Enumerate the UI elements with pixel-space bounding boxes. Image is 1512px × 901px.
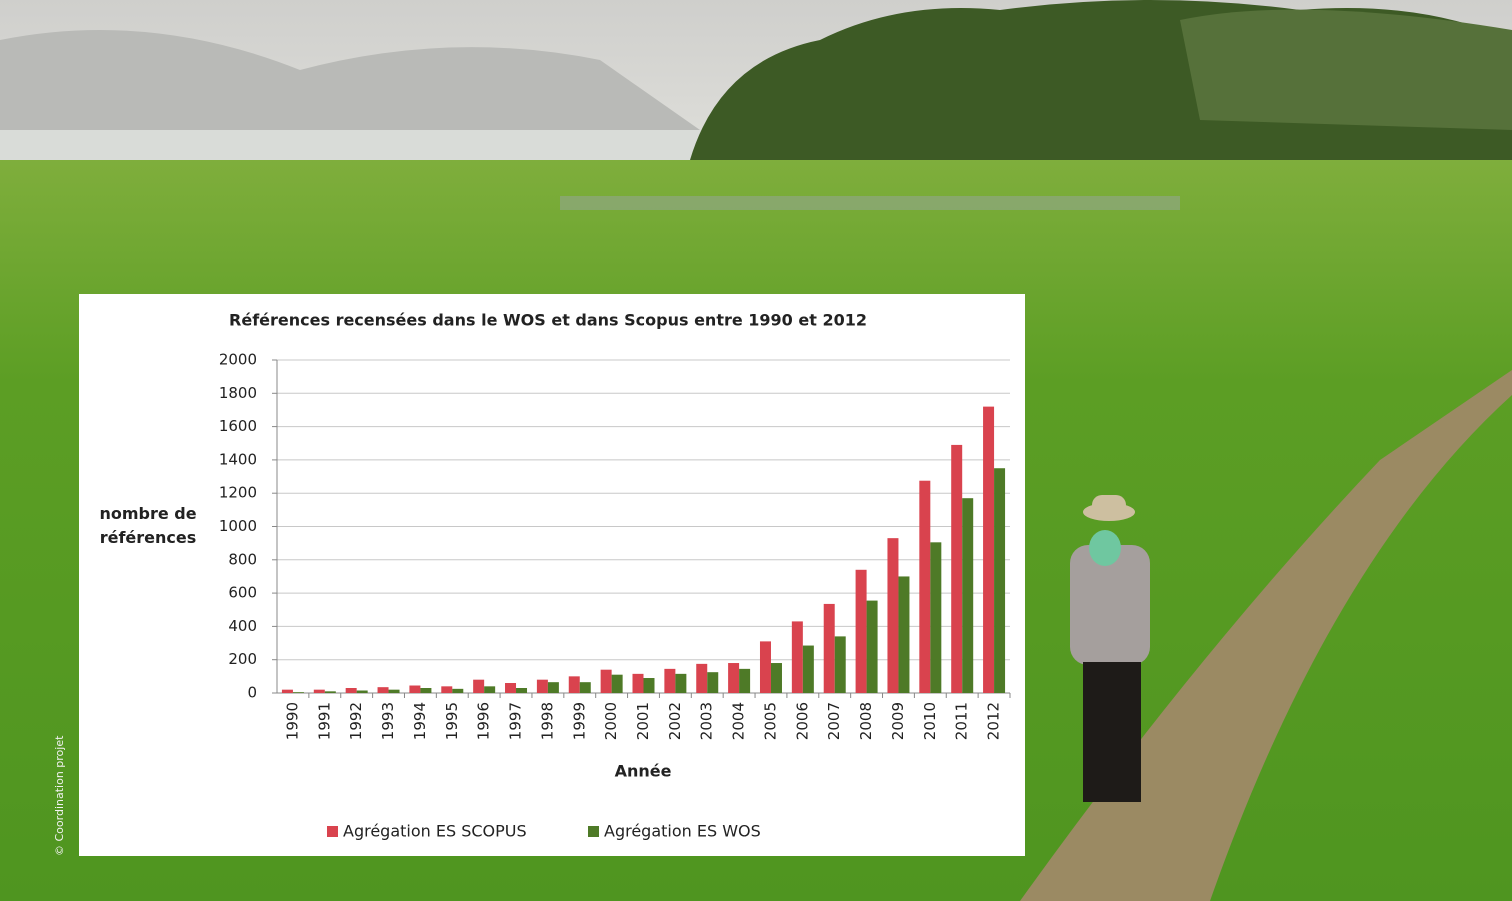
- bar: [452, 688, 464, 693]
- legend-swatch: [588, 826, 599, 837]
- bar: [696, 663, 708, 693]
- bar: [643, 678, 655, 693]
- y-axis-label: nombre de références: [99, 504, 197, 547]
- bar: [611, 674, 623, 693]
- x-tick-label: 2008: [857, 702, 875, 740]
- bar: [356, 690, 368, 693]
- y-tick-label: 0: [247, 684, 257, 702]
- x-tick-label: 2010: [921, 702, 939, 740]
- bar: [600, 669, 612, 693]
- bar: [887, 538, 899, 693]
- bar: [664, 668, 676, 693]
- bar: [484, 686, 496, 693]
- bar: [802, 645, 814, 693]
- chart-title: Références recensées dans le WOS et dans…: [229, 311, 867, 330]
- bar: [441, 686, 453, 693]
- bar: [388, 689, 400, 693]
- x-tick-label: 1999: [570, 702, 588, 740]
- bar: [420, 688, 432, 693]
- x-tick-label: 2000: [602, 702, 620, 740]
- x-tick-label: 2001: [634, 702, 652, 740]
- bar: [675, 673, 687, 693]
- y-tick-label: 800: [228, 550, 257, 568]
- x-tick-label: 1993: [379, 702, 397, 740]
- legend-swatch: [327, 826, 338, 837]
- x-tick-label: 2004: [730, 702, 748, 740]
- bar: [791, 621, 803, 693]
- y-tick-label: 2000: [219, 351, 257, 369]
- bar: [739, 668, 751, 693]
- walking-person: [1070, 495, 1150, 802]
- bar: [823, 603, 835, 693]
- y-tick-label: 600: [228, 584, 257, 602]
- chart: Références recensées dans le WOS et dans…: [219, 311, 1011, 841]
- bar: [919, 480, 931, 693]
- bar: [994, 468, 1006, 693]
- bar: [962, 498, 974, 693]
- bar: [536, 679, 548, 693]
- bar: [377, 687, 389, 693]
- x-tick-label: 2003: [698, 702, 716, 740]
- x-tick-label: 2012: [985, 702, 1003, 740]
- bar: [898, 576, 910, 693]
- x-tick-label: 2006: [793, 702, 811, 740]
- bar: [951, 444, 963, 693]
- bar: [292, 692, 304, 693]
- x-tick-label: 2011: [953, 702, 971, 740]
- chart-panel: [79, 294, 1025, 856]
- photo-credit: © Coordination projet: [53, 735, 66, 856]
- y-tick-label: 1600: [219, 417, 257, 435]
- x-tick-label: 2002: [666, 702, 684, 740]
- bar: [930, 542, 942, 693]
- bar: [728, 663, 740, 693]
- bar: [834, 636, 846, 693]
- x-tick-label: 1990: [283, 702, 301, 740]
- x-tick-label: 2007: [825, 702, 843, 740]
- bar: [505, 683, 517, 693]
- bar: [759, 641, 771, 693]
- bar: [855, 569, 867, 693]
- bar: [707, 672, 719, 693]
- y-tick-label: 400: [228, 617, 257, 635]
- bar: [324, 691, 336, 693]
- x-tick-label: 2005: [761, 702, 779, 740]
- x-tick-label: 1991: [315, 702, 333, 740]
- bar: [516, 688, 528, 693]
- bar: [770, 663, 782, 693]
- bar: [866, 600, 878, 693]
- bar: [345, 688, 357, 693]
- x-tick-label: 1997: [507, 702, 525, 740]
- y-tick-label: 1200: [219, 484, 257, 502]
- x-tick-label: 2009: [889, 702, 907, 740]
- y-tick-label: 200: [228, 650, 257, 668]
- x-tick-label: 1996: [475, 702, 493, 740]
- x-tick-label: 1995: [443, 702, 461, 740]
- bar: [983, 406, 995, 693]
- bar: [473, 679, 485, 693]
- bar: [568, 676, 580, 693]
- legend-label: Agrégation ES SCOPUS: [343, 822, 527, 841]
- bar: [579, 682, 591, 693]
- x-tick-label: 1998: [538, 702, 556, 740]
- bar: [547, 682, 559, 693]
- y-tick-label: 1800: [219, 384, 257, 402]
- bar: [281, 689, 293, 693]
- legend-label: Agrégation ES WOS: [604, 822, 761, 841]
- bar: [409, 685, 421, 693]
- x-tick-label: 1994: [411, 702, 429, 740]
- bar: [313, 689, 325, 693]
- x-axis-label: Année: [615, 762, 672, 781]
- y-tick-label: 1000: [219, 517, 257, 535]
- x-tick-label: 1992: [347, 702, 365, 740]
- y-tick-label: 1400: [219, 450, 257, 468]
- bar: [632, 673, 644, 693]
